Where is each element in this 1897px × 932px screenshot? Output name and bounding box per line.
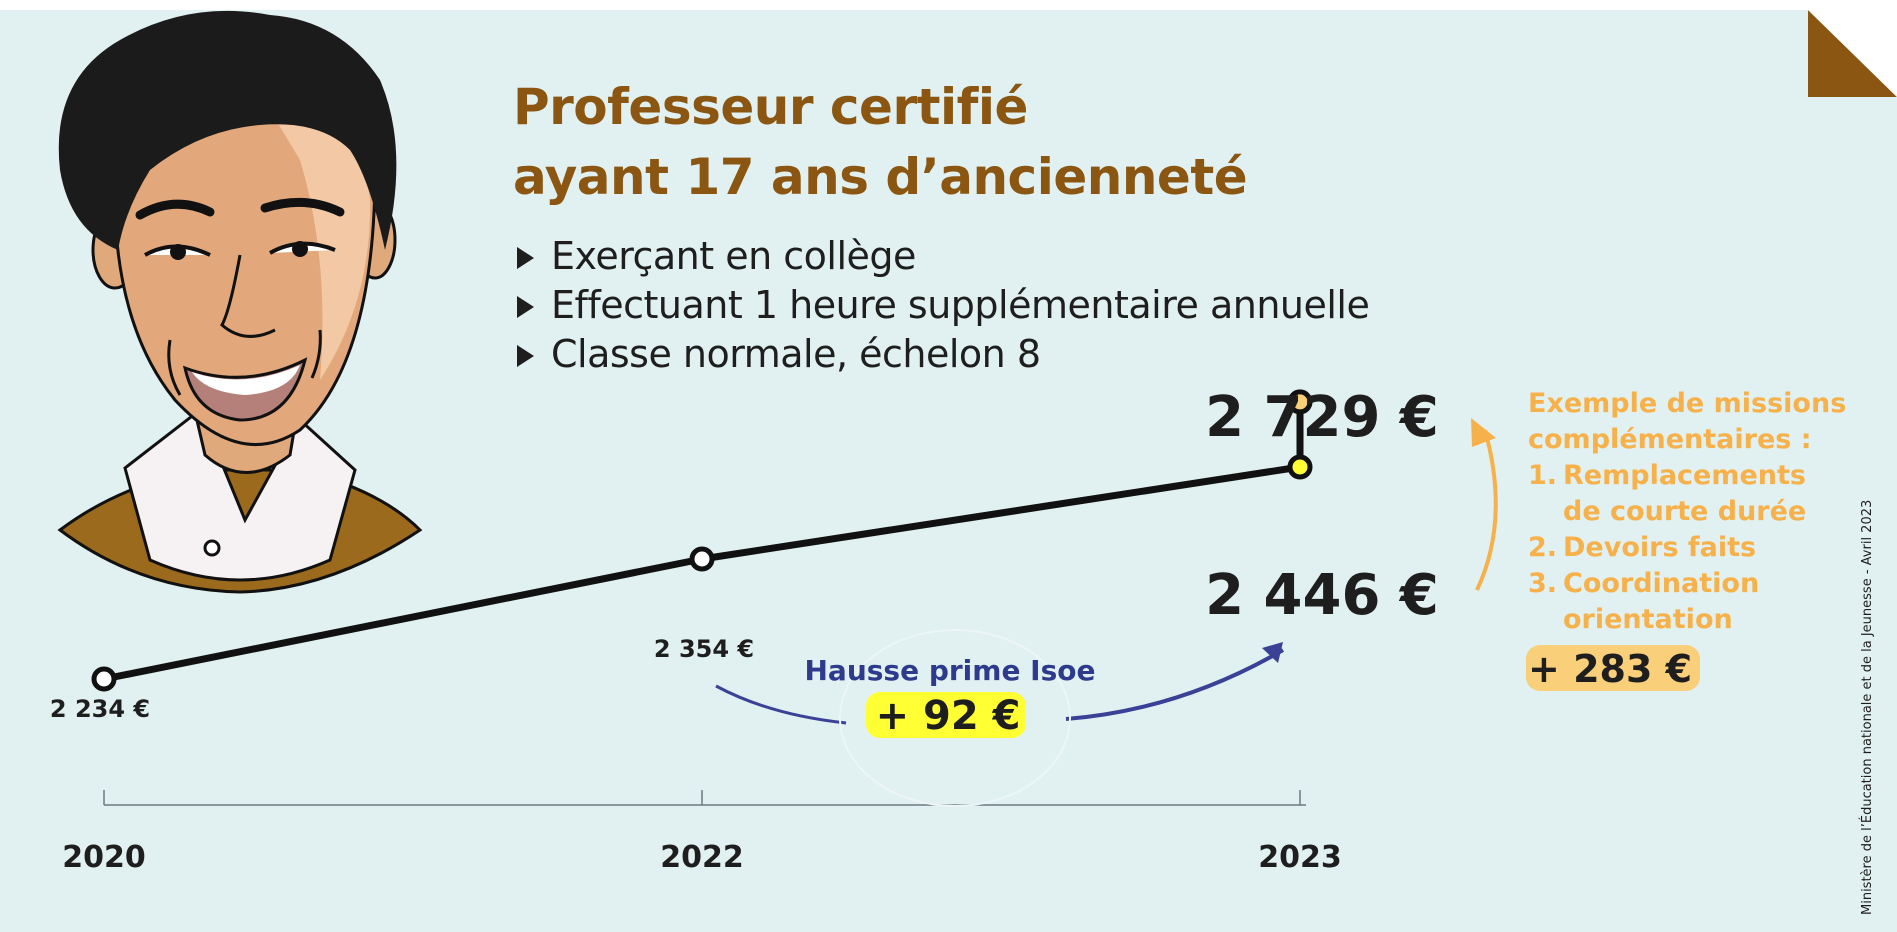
condition-item: Effectuant 1 heure supplémentaire annuel…: [515, 281, 1370, 330]
isoe-arrowhead-icon: [1262, 642, 1283, 663]
mission-text: Remplacements: [1563, 460, 1806, 491]
condition-text: Classe normale, échelon 8: [551, 332, 1041, 376]
salary-labels: 2 234 € 2 354 € 2 446 € 2 729 €: [50, 385, 1439, 723]
mission-number: 3.: [1528, 568, 1557, 599]
missions-arrow: [1475, 429, 1498, 591]
missions-salary-label: 2 729 €: [1205, 385, 1439, 450]
missions-salary-point: [1287, 389, 1313, 415]
condition-item: Exerçant en collège: [515, 232, 1369, 281]
source-credit: Ministère de l’Éducation nationale et de…: [1860, 499, 1875, 915]
missions-arrowhead-icon: [1471, 418, 1496, 447]
salary-point: [689, 546, 715, 572]
isoe-arrow: [1065, 648, 1285, 721]
isoe-arrow-tail: [715, 684, 847, 725]
year-label: 2020: [62, 840, 146, 875]
triangle-bullet-icon: [517, 296, 534, 318]
mission-number: 1.: [1528, 460, 1557, 491]
title-line-2: ayant 17 ans d’ancienneté: [513, 148, 1248, 206]
year-label: 2022: [660, 840, 744, 875]
missions-heading-line: complémentaires :: [1528, 424, 1812, 455]
missions-amount: + 283 €: [1528, 647, 1692, 691]
year-label: 2023: [1258, 840, 1342, 875]
salary-point: [1287, 454, 1313, 480]
title-line-1: Professeur certifié: [513, 78, 1028, 136]
condition-text: Exerçant en collège: [551, 234, 916, 278]
triangle-bullet-icon: [517, 345, 534, 367]
mission-text: Coordination: [1563, 568, 1759, 599]
mission-text: de courte durée: [1563, 496, 1806, 527]
missions-block: Exemple de missions complémentaires : 1.…: [1528, 388, 1846, 635]
condition-text: Effectuant 1 heure supplémentaire annuel…: [551, 283, 1370, 327]
missions-heading-line: Exemple de missions: [1528, 388, 1846, 419]
isoe-halo: [839, 629, 1071, 807]
salary-label: 2 234 €: [50, 695, 150, 723]
missions-highlight: [1526, 645, 1700, 691]
isoe-amount: + 92 €: [876, 693, 1021, 739]
triangle-bullet-icon: [517, 247, 534, 269]
condition-item: Classe normale, échelon 8: [515, 330, 1369, 379]
salary-point: [91, 666, 117, 692]
year-labels: 2020 2022 2023: [62, 840, 1342, 875]
salary-points: [91, 389, 1313, 692]
salary-label-large: 2 446 €: [1205, 563, 1439, 628]
conditions-list: Exerçant en collège Effectuant 1 heure s…: [515, 232, 1370, 379]
mission-text: orientation: [1563, 604, 1733, 635]
teacher-portrait-illustration: [57, 10, 423, 594]
timeline-ticks: [103, 790, 1301, 805]
mission-text: Devoirs faits: [1563, 532, 1756, 563]
mission-number: 2.: [1528, 532, 1557, 563]
isoe-highlight: [866, 692, 1026, 738]
isoe-title: Hausse prime Isoe: [804, 654, 1095, 687]
salary-label: 2 354 €: [654, 635, 754, 663]
